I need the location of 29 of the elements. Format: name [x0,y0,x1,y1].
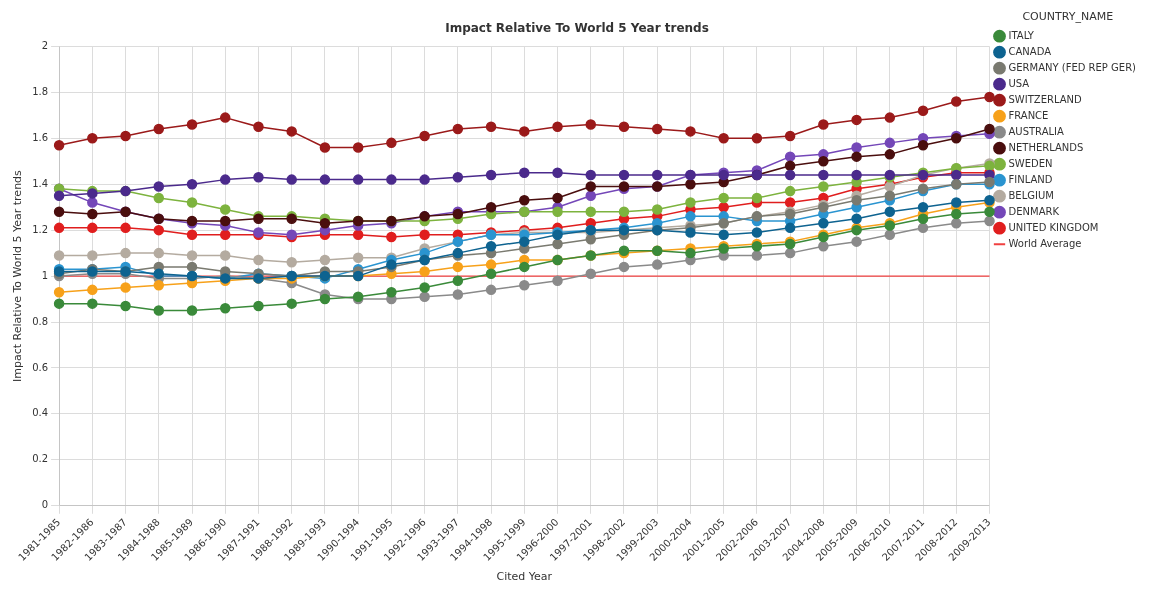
y-tick-label: 0.4 [32,407,49,419]
y-tick-label: 1.8 [32,85,49,97]
legend-label: FRANCE [1008,109,1049,121]
legend-label: GERMANY (FED REP GER) [1008,61,1137,73]
y-tick-label: 0 [41,499,49,511]
chart-title: Impact Relative To World 5 Year trends [445,21,709,36]
legend-title: COUNTRY_NAME [1022,10,1114,24]
legend-label: NETHERLANDS [1008,141,1084,153]
legend-label: World Average [1008,237,1082,249]
y-axis-title: Impact Relative To World 5 Year trends [11,169,25,382]
y-tick-label: 0.2 [32,453,49,465]
legend-label: SWITZERLAND [1008,93,1083,105]
y-tick-label: 2 [41,39,49,51]
y-tick-label: 1.2 [32,223,49,235]
legend-label: SWEDEN [1008,157,1053,169]
y-tick-label: 1.4 [32,177,49,189]
y-tick-label: 1.6 [32,131,49,143]
y-tick-label: 1 [41,269,49,281]
y-tick-label: 0.8 [32,315,49,327]
legend-label: CANADA [1008,45,1052,57]
legend-label: AUSTRALIA [1008,125,1065,137]
legend-label: DENMARK [1008,205,1060,217]
legend-label: FINLAND [1008,173,1053,185]
legend-label: ITALY [1008,29,1035,41]
legend-label: UNITED KINGDOM [1008,221,1099,233]
legend-label: USA [1008,77,1030,89]
x-axis-title: Cited Year [496,570,553,584]
legend-label: BELGIUM [1008,189,1054,201]
y-tick-label: 0.6 [32,361,49,373]
